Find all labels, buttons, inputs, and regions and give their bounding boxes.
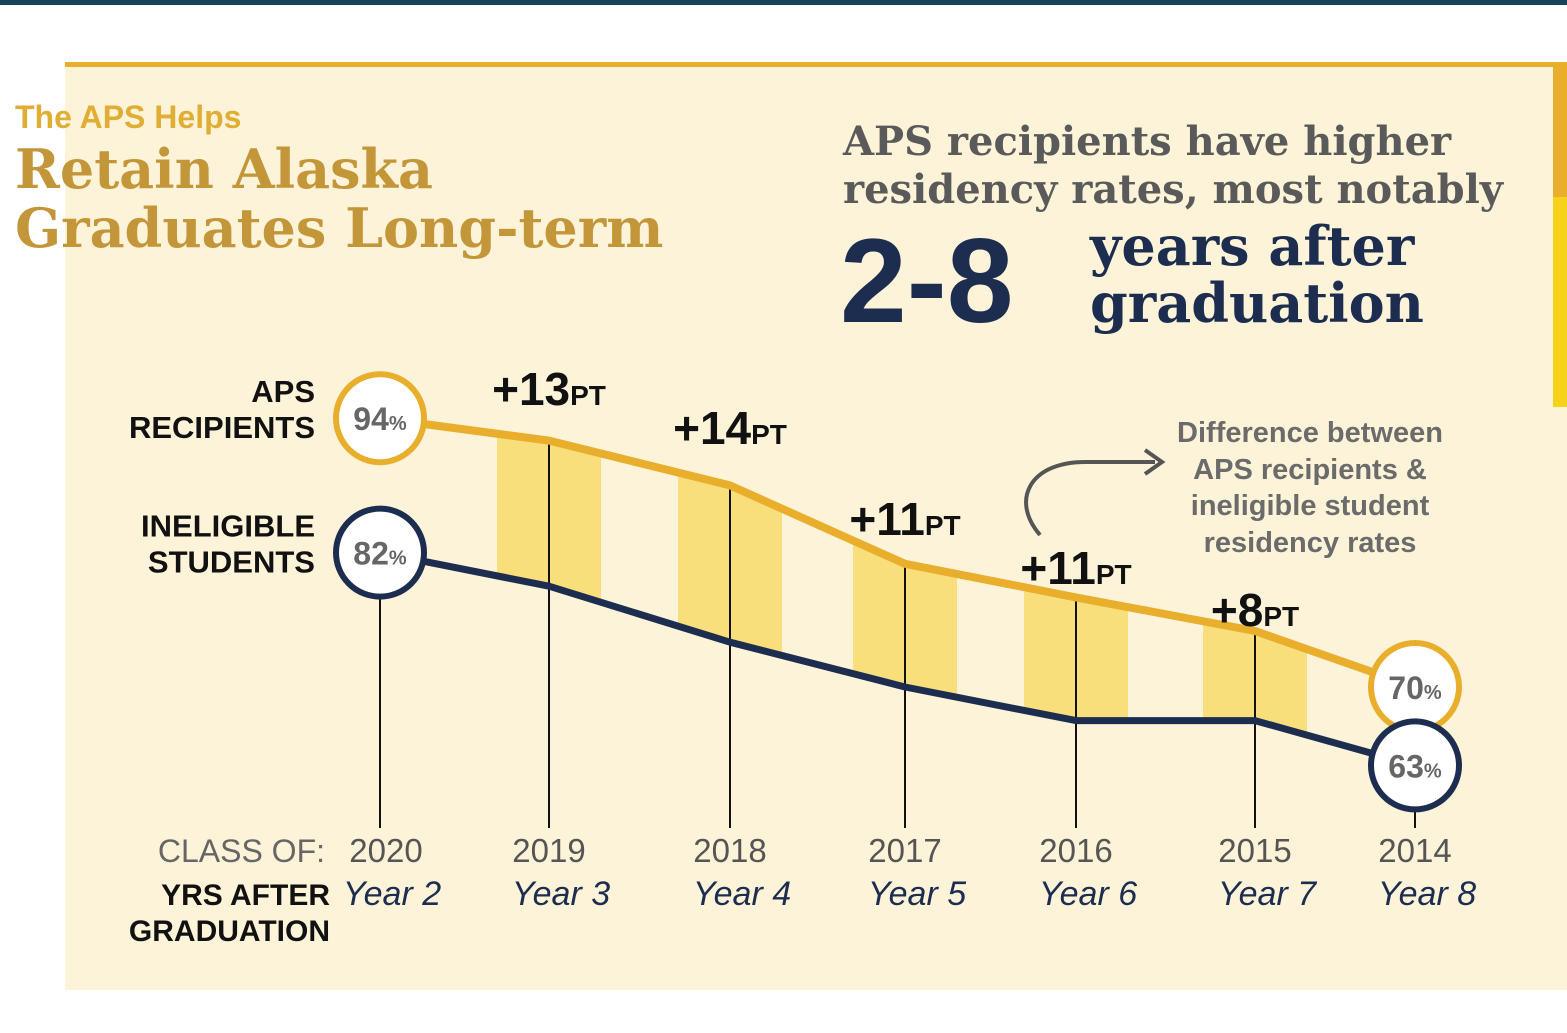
annotation: APS recipients & — [1193, 454, 1427, 486]
value-label: 63% — [1388, 748, 1442, 784]
difference-label: +11PT — [849, 493, 960, 545]
difference-unit: PT — [570, 380, 606, 411]
value-number: 63 — [1388, 748, 1424, 784]
headline-big: 2-8 — [840, 214, 1013, 348]
value-circle — [333, 505, 427, 600]
series-name: APS RECIPIENTS — [129, 374, 315, 445]
title: Retain Alaska — [15, 137, 433, 201]
annotation: Difference between — [1177, 417, 1443, 449]
headline-rest: years after — [1089, 214, 1415, 278]
value-unit: % — [1424, 760, 1442, 782]
x-tick-label: 2020 — [349, 832, 422, 869]
panel-border — [65, 62, 1567, 67]
difference-unit: PT — [1096, 559, 1132, 590]
headline-rest: graduation — [1090, 271, 1424, 335]
x2-tick-label: Year 6 — [1039, 875, 1137, 913]
series-line — [379, 549, 1416, 769]
difference-unit: PT — [751, 419, 787, 450]
x2-tick-label: Year 2 — [343, 875, 441, 913]
value-circle — [1368, 718, 1462, 813]
arrow-head — [1143, 448, 1166, 476]
x-tick-label: 2018 — [693, 832, 766, 869]
difference-label: +13PT — [492, 363, 606, 415]
value-unit: % — [389, 413, 407, 435]
difference-label: +8PT — [1211, 584, 1299, 636]
value-number: 70 — [1388, 670, 1424, 706]
value-number: 82 — [353, 536, 389, 572]
value-circle — [333, 371, 427, 466]
top-bar — [0, 0, 1567, 5]
annotation-arrow — [1024, 460, 1155, 537]
value-label: 82% — [353, 536, 407, 572]
x-tick-label: 2019 — [512, 832, 585, 869]
x-tick-label: 2017 — [868, 832, 941, 869]
x-tick-label: 2014 — [1378, 832, 1451, 869]
difference-value: +11 — [849, 493, 925, 545]
difference-value: +14 — [673, 402, 751, 454]
x-tick-label: 2016 — [1039, 832, 1112, 869]
annotation: ineligible student — [1191, 490, 1430, 522]
x2-tick-label: Year 8 — [1378, 875, 1476, 913]
difference-label: +11PT — [1020, 542, 1131, 594]
x-tick-label: 2015 — [1218, 832, 1291, 869]
value-unit: % — [1424, 682, 1442, 704]
difference-value: +8 — [1211, 584, 1263, 636]
annotation: residency rates — [1204, 527, 1417, 559]
kicker: The APS Helps — [15, 99, 241, 135]
side-strip — [1553, 67, 1567, 197]
difference-label: +14PT — [673, 402, 787, 454]
x2-tick-label: Year 5 — [868, 875, 966, 913]
difference-unit: PT — [1263, 601, 1299, 632]
value-label: 70% — [1388, 670, 1442, 706]
series-line — [379, 414, 1417, 691]
headline: residency rates, most notably — [843, 166, 1505, 213]
x-header: CLASS OF: — [158, 833, 325, 869]
difference-unit: PT — [925, 510, 961, 541]
x2-tick-label: Year 3 — [512, 875, 610, 913]
title: Graduates Long-term — [15, 196, 663, 260]
x2-tick-label: Year 7 — [1218, 875, 1317, 913]
headline: APS recipients have higher — [842, 118, 1452, 165]
difference-value: +11 — [1020, 542, 1096, 594]
x2-tick-label: Year 4 — [693, 875, 791, 913]
series-name: INELIGIBLE STUDENTS — [141, 509, 315, 580]
value-unit: % — [389, 548, 407, 570]
value-number: 94 — [353, 401, 389, 437]
difference-value: +13 — [492, 363, 570, 415]
value-label: 94% — [353, 401, 407, 437]
side-strip — [1553, 197, 1567, 407]
x2-header: YRS AFTER GRADUATION — [129, 879, 330, 948]
